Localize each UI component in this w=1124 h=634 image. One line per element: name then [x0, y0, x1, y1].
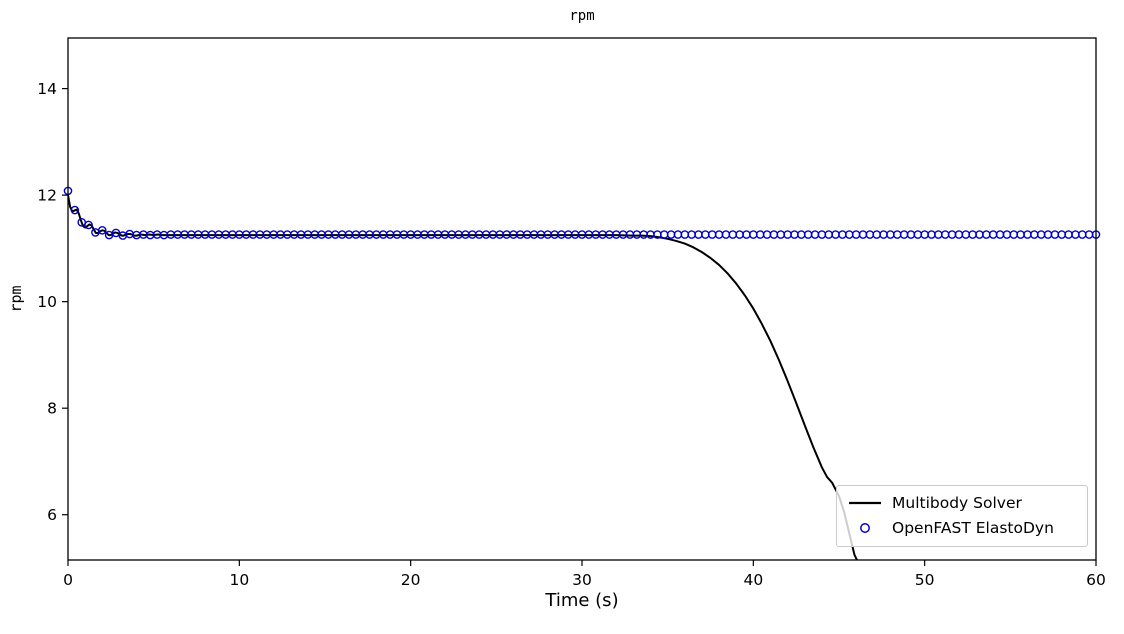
legend-label-multibody-solver: Multibody Solver [892, 494, 1022, 512]
legend-entry-openfast-elastodyn: OpenFAST ElastoDyn [847, 519, 1075, 537]
x-tick-label: 10 [229, 571, 249, 589]
x-tick-label: 0 [63, 571, 73, 589]
axes-frame [67, 37, 1097, 561]
x-tick-label: 50 [915, 571, 935, 589]
y-tick-label: 14 [37, 80, 57, 98]
x-tick-label: 60 [1086, 571, 1106, 589]
legend-circle-sample [860, 523, 870, 533]
series-line-0 [68, 194, 858, 560]
series-scatter-1 [63, 186, 1101, 240]
x-tick-label: 40 [743, 571, 763, 589]
legend: Multibody Solver OpenFAST ElastoDyn [836, 485, 1088, 547]
y-tick-label: 6 [47, 506, 57, 524]
chart-title: rpm [569, 8, 595, 24]
x-tick-label: 20 [401, 571, 421, 589]
legend-line-sample [849, 501, 881, 505]
legend-entry-multibody-solver: Multibody Solver [847, 494, 1075, 512]
y-axis-label: rpm [7, 285, 25, 313]
y-tick-label: 10 [37, 293, 57, 311]
legend-label-openfast-elastodyn: OpenFAST ElastoDyn [892, 519, 1054, 537]
y-tick-label: 12 [37, 187, 57, 205]
y-tick-label: 8 [47, 400, 57, 418]
x-axis-label: Time (s) [545, 590, 619, 611]
x-tick-label: 30 [572, 571, 592, 589]
